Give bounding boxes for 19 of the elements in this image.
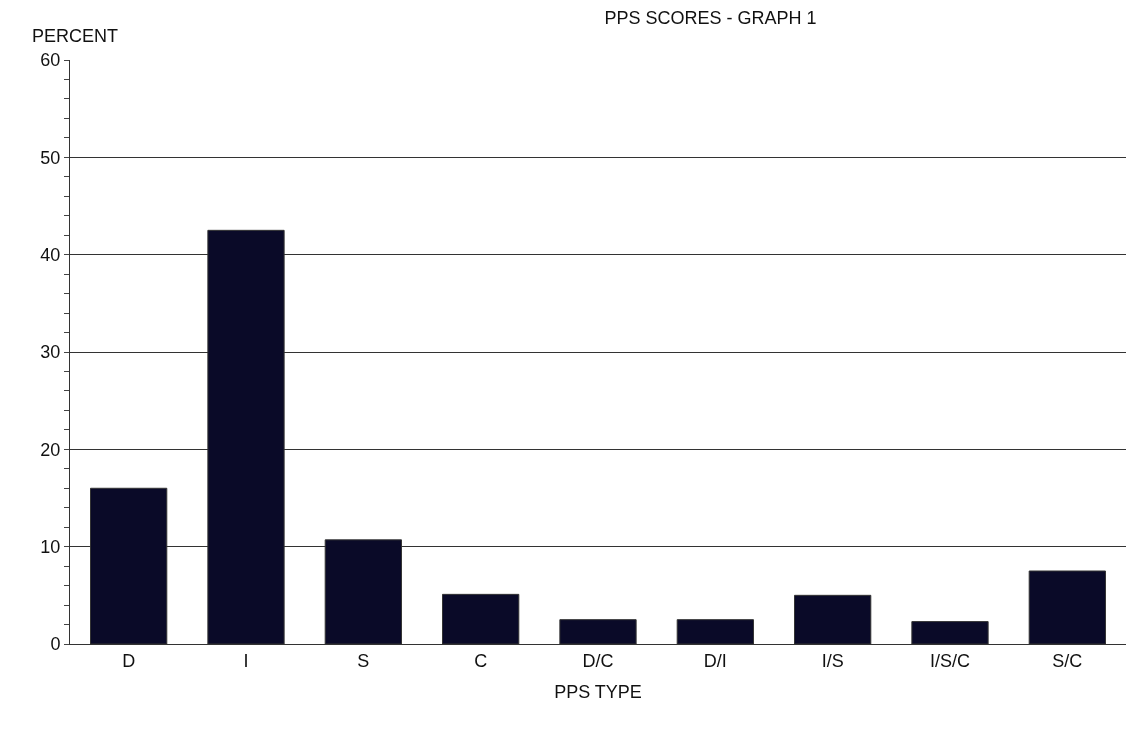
x-tick-label: I	[243, 650, 249, 671]
x-tick-label: S	[357, 650, 370, 671]
x-tick-label: S/C	[1052, 650, 1083, 671]
y-tick-label: 30	[40, 342, 61, 363]
y-axis-title: PERCENT	[32, 26, 119, 46]
y-tick-label: 10	[40, 536, 61, 557]
x-tick-label: C	[474, 650, 488, 671]
y-tick-label: 50	[40, 147, 61, 168]
y-tick-label: 0	[50, 634, 61, 655]
y-tick-label: 40	[40, 244, 61, 265]
x-tick-label: D/I	[703, 650, 727, 671]
x-tick-label: I/S	[821, 650, 844, 671]
chart-title: PPS SCORES - GRAPH 1	[604, 7, 817, 28]
y-tick-label: 60	[40, 50, 61, 71]
x-tick-label: D/C	[582, 650, 614, 671]
x-tick-label: I/S/C	[929, 650, 971, 671]
y-tick-label: 20	[40, 439, 61, 460]
x-axis-title: PPS TYPE	[554, 681, 642, 702]
x-tick-label: D	[122, 650, 136, 671]
